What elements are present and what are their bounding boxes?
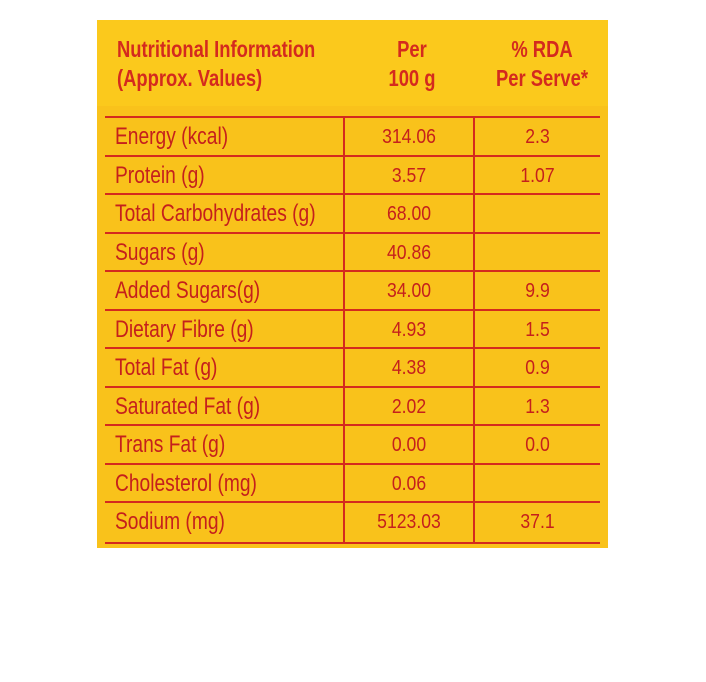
per100-value: 314.06 xyxy=(382,126,436,148)
rda-value: 2.3 xyxy=(525,126,550,148)
table-row: Cholesterol (mg) 0.06 xyxy=(105,465,600,503)
nutrient-name: Saturated Fat (g) xyxy=(115,392,261,420)
table-row: Trans Fat (g) 0.00 0.0 xyxy=(105,426,600,465)
header-nutrient-subtitle: (Approx. Values) xyxy=(117,65,263,91)
rda-value: 1.3 xyxy=(525,395,550,418)
nutrient-name: Sugars (g) xyxy=(115,238,205,266)
header-rda-line1: % RDA xyxy=(511,36,573,62)
header-rda-line2: Per Serve* xyxy=(495,65,589,91)
column-divider xyxy=(343,118,345,542)
table-header: Nutritional Information (Approx. Values)… xyxy=(97,20,608,106)
rda-value xyxy=(483,234,593,272)
nutrient-name: Protein (g) xyxy=(115,161,205,189)
nutrition-label: Nutritional Information (Approx. Values)… xyxy=(97,20,608,548)
header-per100-line1: Per xyxy=(397,36,427,62)
table-row: Saturated Fat (g) 2.02 1.3 xyxy=(105,388,600,426)
rda-value xyxy=(483,465,593,503)
per100-value: 4.93 xyxy=(391,318,427,341)
table-row: Dietary Fibre (g) 4.93 1.5 xyxy=(105,311,600,349)
nutrient-name: Total Carbohydrates (g) xyxy=(115,200,316,227)
nutrition-table: Energy (kcal) 314.06 2.3 Protein (g) 3.5… xyxy=(105,116,600,544)
table-row: Added Sugars(g) 34.00 9.9 xyxy=(105,272,600,311)
rda-value xyxy=(483,195,593,233)
table-row: Total Fat (g) 4.38 0.9 xyxy=(105,349,600,388)
header-per100-column: Per 100 g xyxy=(360,35,464,93)
per100-value: 2.02 xyxy=(391,395,427,418)
table-row: Total Carbohydrates (g) 68.00 xyxy=(105,195,600,234)
nutrient-name: Cholesterol (mg) xyxy=(115,469,257,497)
per100-value: 68.00 xyxy=(386,203,432,225)
column-divider xyxy=(473,118,475,542)
rda-value: 1.5 xyxy=(525,318,550,341)
per100-value: 0.00 xyxy=(391,434,427,456)
per100-value: 5123.03 xyxy=(377,511,441,533)
per100-value: 40.86 xyxy=(386,241,432,264)
nutrient-name: Total Fat (g) xyxy=(115,354,218,381)
header-nutrient-column: Nutritional Information (Approx. Values) xyxy=(117,35,315,93)
header-per100-line2: 100 g xyxy=(388,65,436,91)
header-rda-column: % RDA Per Serve* xyxy=(490,35,594,93)
rda-value: 9.9 xyxy=(525,280,550,302)
header-nutrient-title: Nutritional Information xyxy=(117,36,316,62)
per100-value: 0.06 xyxy=(391,472,427,495)
rda-value: 0.0 xyxy=(525,434,550,456)
nutrient-name: Sodium (mg) xyxy=(115,508,225,535)
nutrient-name: Trans Fat (g) xyxy=(115,431,226,458)
rda-value: 0.9 xyxy=(525,357,550,379)
per100-value: 4.38 xyxy=(391,357,427,379)
rda-value: 37.1 xyxy=(520,511,555,533)
nutrient-name: Energy (kcal) xyxy=(115,123,229,150)
nutrient-name: Dietary Fibre (g) xyxy=(115,315,254,343)
table-row: Protein (g) 3.57 1.07 xyxy=(105,157,600,195)
table-row: Sugars (g) 40.86 xyxy=(105,234,600,272)
nutrient-name: Added Sugars(g) xyxy=(115,277,261,304)
table-row: Energy (kcal) 314.06 2.3 xyxy=(105,118,600,157)
table-row: Sodium (mg) 5123.03 37.1 xyxy=(105,503,600,542)
per100-value: 3.57 xyxy=(391,164,427,187)
per100-value: 34.00 xyxy=(386,280,432,302)
rda-value: 1.07 xyxy=(520,164,555,187)
